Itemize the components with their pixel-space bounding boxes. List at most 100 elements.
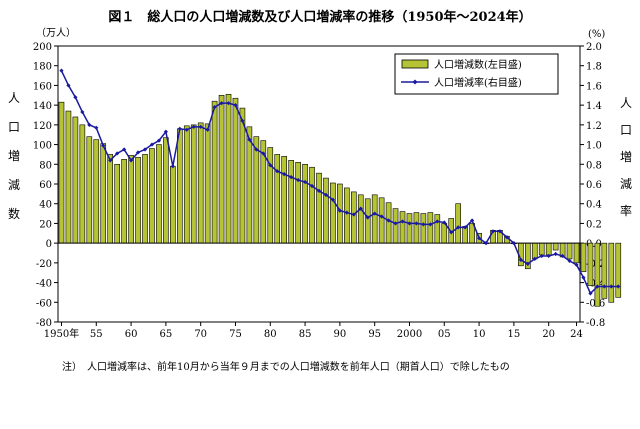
growth-rate-point: [149, 142, 155, 147]
x-tick-label: 95: [368, 329, 381, 340]
growth-rate-point: [574, 262, 579, 267]
growth-rate-point: [73, 95, 78, 100]
population-change-bar: [79, 124, 86, 244]
growth-rate-point: [219, 101, 224, 106]
population-change-bar: [135, 157, 141, 244]
growth-rate-point: [351, 212, 356, 217]
left-axis-label: 人口増減数: [8, 91, 20, 221]
right-tick-label: 0.4: [586, 200, 602, 211]
growth-rate-point: [609, 284, 614, 289]
population-change-bar: [190, 124, 197, 244]
legend: 人口増減数(左目盛) 人口増減率(右目盛): [394, 53, 559, 95]
growth-rate-point: [122, 147, 127, 152]
x-tick-label: 2000: [397, 329, 422, 340]
x-tick-label: 60: [125, 329, 138, 340]
growth-rate-point: [602, 284, 607, 289]
population-change-bar: [357, 194, 364, 244]
population-change-bar: [211, 100, 218, 244]
growth-rate-point: [156, 138, 162, 143]
left-tick-label: -20: [36, 259, 52, 270]
growth-rate-point: [87, 122, 92, 127]
growth-rate-point: [254, 147, 259, 152]
population-change-bar: [608, 242, 615, 303]
left-tick-label: 120: [33, 121, 52, 132]
growth-rate-point: [309, 183, 315, 189]
population-change-bar: [176, 128, 183, 244]
growth-rate-point: [66, 83, 71, 88]
growth-rate-point: [184, 127, 189, 132]
x-tick-label: 20: [542, 329, 555, 340]
growth-rate-point: [463, 225, 468, 230]
left-axis-label-char: 人: [8, 91, 20, 105]
population-change-bar: [58, 101, 65, 244]
population-change-bar: [364, 198, 371, 244]
growth-rate-point: [302, 179, 308, 185]
population-change-bar: [594, 242, 601, 307]
growth-rate-point: [135, 150, 141, 155]
population-change-bar: [392, 208, 399, 244]
population-change-bar: [183, 125, 190, 244]
population-change-bar: [295, 162, 301, 244]
growth-rate-point: [337, 208, 342, 213]
growth-rate-point: [449, 230, 454, 235]
right-tick-label: -0.8: [586, 318, 605, 329]
population-change-bar: [441, 223, 448, 244]
left-tick-label: 180: [33, 62, 52, 73]
growth-rate-point: [177, 126, 182, 131]
growth-rate-point: [142, 147, 148, 152]
growth-rate-point: [80, 109, 85, 115]
population-change-bar: [420, 213, 427, 244]
growth-rate-point: [428, 222, 433, 227]
population-change-bar: [288, 160, 294, 244]
chart-title: 図１ 総人口の人口増減数及び人口増減率の推移（1950年～2024年）: [108, 9, 531, 25]
legend-line-label: 人口増減率(右目盛): [434, 76, 522, 89]
population-change-bar: [538, 242, 545, 256]
population-change-bar: [615, 242, 622, 298]
population-change-bar: [114, 163, 120, 244]
x-tick-label: 15: [508, 329, 521, 340]
population-change-bar: [309, 166, 315, 244]
growth-rate-point: [365, 215, 370, 220]
population-change-bar: [302, 163, 308, 244]
population-change-bar: [100, 143, 107, 244]
population-change-bar: [337, 183, 343, 244]
right-axis-unit: (%): [588, 29, 605, 40]
left-tick-label: 60: [39, 180, 52, 191]
population-change-bar: [552, 242, 559, 251]
growth-rate-point: [59, 68, 64, 73]
x-tick-label: 05: [438, 329, 451, 340]
population-change-bar: [239, 107, 246, 244]
growth-rate-point: [261, 151, 266, 156]
x-tick-label: 75: [229, 329, 242, 340]
right-tick-label: 2.0: [586, 42, 602, 53]
growth-rate-point: [546, 253, 551, 259]
population-change-bar: [156, 144, 162, 244]
right-tick-label: 0.6: [586, 180, 602, 191]
left-tick-label: 80: [39, 160, 52, 171]
growth-rate-point: [372, 211, 377, 216]
right-axis-label-char: 減: [620, 176, 632, 191]
growth-rate-point: [581, 275, 586, 280]
left-tick-label: 0: [46, 239, 52, 250]
growth-rate-point: [240, 118, 245, 124]
population-change-bar: [427, 212, 434, 244]
right-tick-label: 1.4: [586, 101, 602, 112]
population-change-bar: [149, 148, 155, 244]
growth-rate-point: [386, 218, 391, 223]
growth-rate-point: [233, 103, 238, 108]
growth-rate-point: [421, 222, 426, 227]
x-tick-label: 24: [570, 329, 583, 340]
growth-rate-point: [595, 284, 600, 289]
population-change-bar: [573, 242, 580, 264]
population-change-bar: [323, 177, 329, 244]
legend-bar-swatch: [401, 59, 429, 69]
left-axis-label-char: 減: [8, 177, 20, 192]
left-tick-label: 160: [33, 81, 52, 92]
population-change-bar: [121, 159, 127, 244]
population-change-bar: [246, 126, 253, 244]
growth-rate-point: [470, 218, 475, 223]
growth-rate-point: [170, 164, 175, 169]
population-change-bar: [399, 211, 406, 244]
growth-rate-point: [407, 221, 412, 226]
legend-bar-label: 人口増減数(左目盛): [434, 58, 522, 71]
